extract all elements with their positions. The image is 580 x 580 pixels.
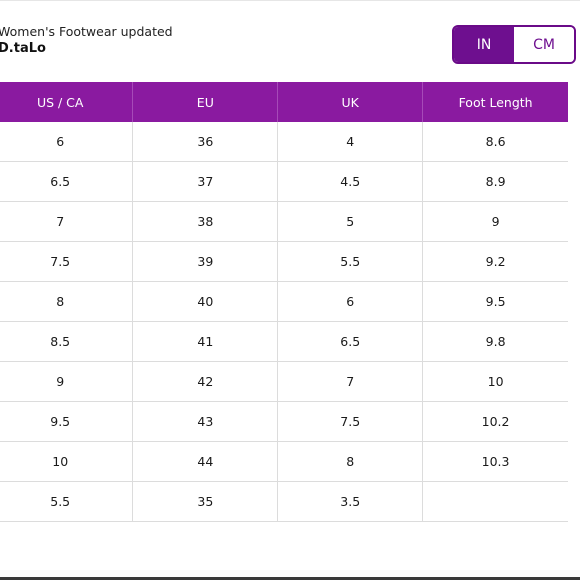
column-header-eu: EU bbox=[132, 82, 279, 122]
table-cell: 8.5 bbox=[0, 321, 134, 362]
table-cell: 8.9 bbox=[422, 161, 568, 202]
table-row: 8.5 41 6.5 9.8 bbox=[0, 321, 568, 362]
table-row: 6 36 4 8.6 bbox=[0, 122, 568, 162]
table-cell: 37 bbox=[132, 161, 279, 202]
unit-option-cm[interactable]: CM bbox=[514, 27, 574, 62]
table-cell: 35 bbox=[132, 481, 279, 522]
table-cell: 6 bbox=[277, 281, 424, 322]
table-cell: 7 bbox=[277, 361, 424, 402]
unit-option-in[interactable]: IN bbox=[454, 27, 514, 62]
table-cell: 5 bbox=[277, 201, 424, 242]
table-cell: 5.5 bbox=[0, 481, 134, 522]
table-body: 6 36 4 8.6 6.5 37 4.5 8.9 7 38 5 9 7.5 39 5.5 9.2 8 40 6 9.… bbox=[0, 122, 568, 522]
table-cell: 6.5 bbox=[0, 161, 134, 202]
table-cell: 8 bbox=[0, 281, 134, 322]
table-cell: 9 bbox=[0, 361, 134, 402]
brand-name: D.taLo bbox=[0, 41, 46, 56]
table-cell: 3.5 bbox=[277, 481, 424, 522]
table-row: 7.5 39 5.5 9.2 bbox=[0, 241, 568, 282]
table-cell: 43 bbox=[132, 401, 279, 442]
table-cell: 7.5 bbox=[0, 241, 134, 282]
table-cell: 7.5 bbox=[277, 401, 424, 442]
table-cell: 4.5 bbox=[277, 161, 424, 202]
table-cell: 10.3 bbox=[422, 441, 568, 482]
column-header-uk: UK bbox=[277, 82, 424, 122]
column-header-us-ca: US / CA bbox=[0, 82, 134, 122]
chart-subtitle: Women's Footwear updated bbox=[0, 24, 173, 39]
column-header-foot-length: Foot Length bbox=[422, 82, 568, 122]
table-cell: 9.5 bbox=[0, 401, 134, 442]
table-cell: 8 bbox=[277, 441, 424, 482]
table-cell: 10.2 bbox=[422, 401, 568, 442]
table-cell: 9 bbox=[422, 201, 568, 242]
table-cell: 8.6 bbox=[422, 122, 568, 162]
table-cell: 9.2 bbox=[422, 241, 568, 282]
table-row: 9.5 43 7.5 10.2 bbox=[0, 401, 568, 442]
table-row: 7 38 5 9 bbox=[0, 201, 568, 242]
table-cell: 6.5 bbox=[277, 321, 424, 362]
table-cell bbox=[422, 481, 568, 522]
table-cell: 9.8 bbox=[422, 321, 568, 362]
table-cell: 36 bbox=[132, 122, 279, 162]
table-cell: 41 bbox=[132, 321, 279, 362]
table-cell: 40 bbox=[132, 281, 279, 322]
table-cell: 38 bbox=[132, 201, 279, 242]
table-cell: 4 bbox=[277, 122, 424, 162]
table-row: 10 44 8 10.3 bbox=[0, 441, 568, 482]
unit-toggle[interactable]: IN CM bbox=[452, 25, 576, 64]
table-row: 8 40 6 9.5 bbox=[0, 281, 568, 322]
table-cell: 42 bbox=[132, 361, 279, 402]
table-cell: 10 bbox=[0, 441, 134, 482]
table-cell: 10 bbox=[422, 361, 568, 402]
table-cell: 9.5 bbox=[422, 281, 568, 322]
size-table: US / CA EU UK Foot Length 6 36 4 8.6 6.5 37 4.… bbox=[0, 82, 568, 522]
table-cell: 7 bbox=[0, 201, 134, 242]
table-row: 6.5 37 4.5 8.9 bbox=[0, 161, 568, 202]
table-cell: 44 bbox=[132, 441, 279, 482]
table-header-row: US / CA EU UK Foot Length bbox=[0, 82, 568, 122]
table-cell: 39 bbox=[132, 241, 279, 282]
bottom-divider bbox=[0, 577, 580, 580]
table-row: 5.5 35 3.5 bbox=[0, 481, 568, 522]
table-cell: 5.5 bbox=[277, 241, 424, 282]
table-row: 9 42 7 10 bbox=[0, 361, 568, 402]
table-cell: 6 bbox=[0, 122, 134, 162]
top-divider bbox=[0, 0, 580, 1]
